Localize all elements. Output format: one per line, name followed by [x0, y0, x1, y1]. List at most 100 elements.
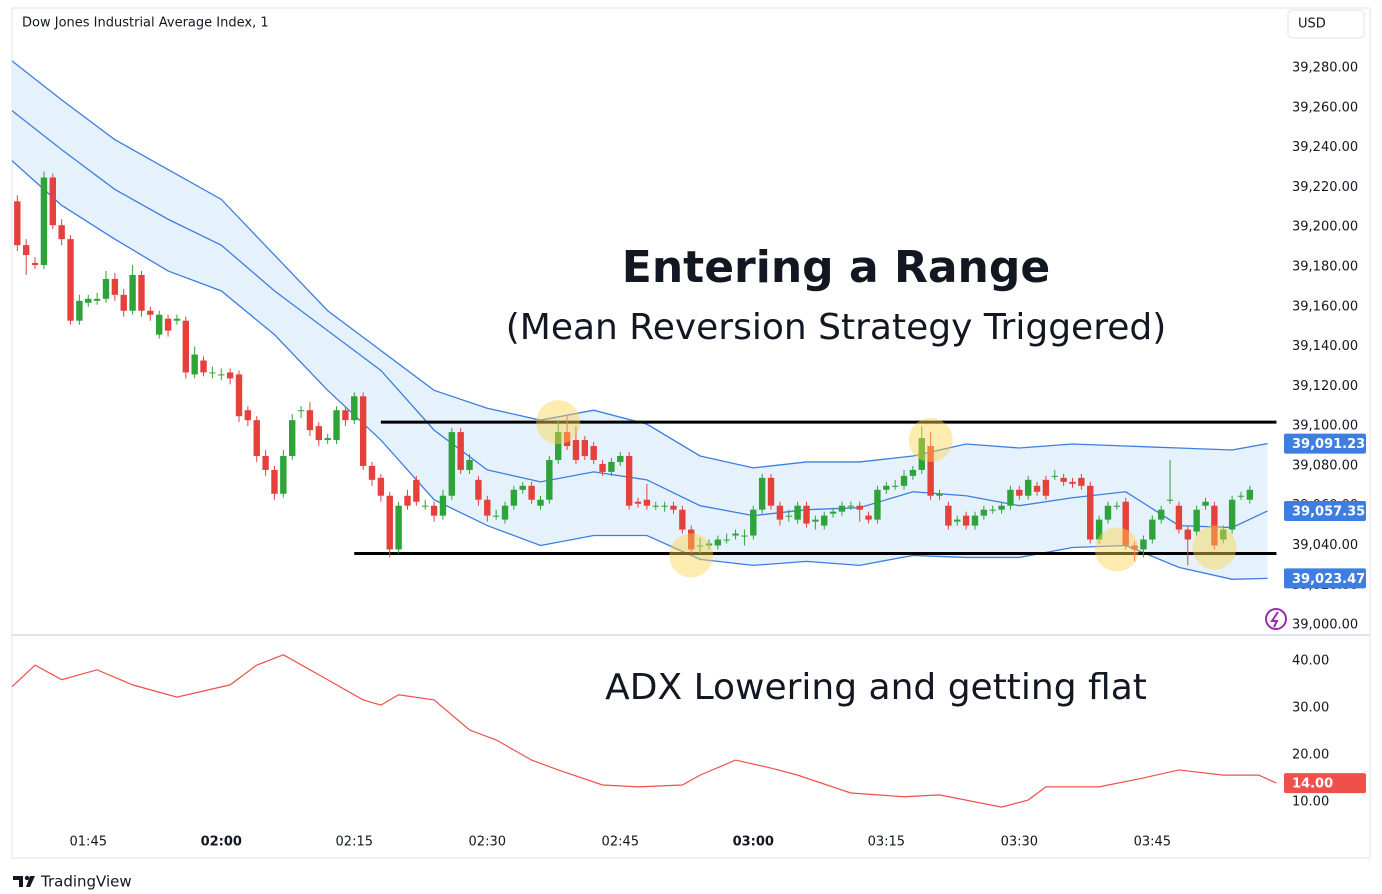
y-tick-label: 39,260.00: [1292, 100, 1358, 115]
candle-body: [58, 225, 65, 240]
candle-body: [22, 245, 30, 256]
candle-body: [404, 495, 411, 506]
y-tick-label: 39,140.00: [1292, 339, 1358, 354]
candle-body: [528, 485, 535, 500]
candle-body: [111, 278, 119, 295]
brand: TradingView: [40, 873, 132, 891]
highlight: [1094, 527, 1139, 572]
candle-body: [1175, 505, 1183, 530]
candle-body: [962, 515, 970, 526]
candle-body: [218, 374, 225, 376]
candle-body: [244, 410, 252, 421]
candle-body: [608, 461, 615, 472]
y-tick-label: 39,200.00: [1292, 220, 1358, 235]
candle-body: [395, 505, 402, 550]
candle-body: [226, 372, 234, 379]
candle-body: [1069, 481, 1076, 484]
candle-body: [732, 533, 739, 536]
candle-body: [377, 477, 385, 496]
currency-box[interactable]: [1287, 9, 1365, 39]
candle-body: [847, 505, 855, 507]
candle-body: [688, 529, 695, 550]
chart-title: Dow Jones Industrial Average Index, 1: [22, 16, 269, 31]
candle-body: [954, 519, 961, 522]
candle-body: [714, 539, 722, 546]
price-label: 39,091.23: [1292, 437, 1365, 452]
highlight: [669, 533, 714, 578]
highlight: [908, 418, 953, 463]
candle-body: [1078, 477, 1085, 486]
candle-body: [696, 545, 704, 547]
candle-body: [936, 493, 943, 496]
candle-body: [776, 505, 784, 520]
candle-body: [14, 201, 21, 246]
x-tick-label: 03:00: [733, 835, 774, 850]
candle-body: [891, 485, 899, 487]
candle-body: [173, 318, 181, 321]
candle-body: [1007, 489, 1014, 506]
y-tick-label: 39,000.00: [1292, 618, 1358, 633]
candle-body: [40, 177, 48, 266]
candle-body: [422, 505, 429, 507]
candle-body: [315, 426, 323, 441]
candle-body: [120, 294, 127, 311]
price-label-box: [1284, 773, 1366, 794]
series-line: [12, 654, 1277, 808]
candle-body: [1033, 485, 1041, 492]
axes: 39,000.0039,020.0039,040.0039,060.0039,0…: [70, 61, 1366, 850]
x-tick-label: 02:30: [469, 835, 506, 850]
candle-body: [519, 485, 526, 490]
candle-body: [76, 300, 83, 321]
price-label: 39,057.35: [1292, 504, 1365, 519]
candle-body: [1087, 485, 1094, 540]
candle-body: [555, 432, 562, 460]
candle-body: [679, 509, 686, 530]
candle-body: [253, 420, 260, 456]
candle-body: [634, 501, 642, 504]
candle-body: [1228, 499, 1236, 530]
candle-body: [1095, 519, 1103, 540]
candle-body: [1140, 539, 1147, 550]
candle-body: [661, 505, 668, 507]
y-tick-label: 39,080.00: [1292, 458, 1358, 473]
candle-body: [306, 410, 314, 431]
candle-body: [971, 515, 979, 526]
candle-body: [235, 374, 243, 417]
candle-body: [93, 298, 101, 301]
candle-body: [67, 239, 74, 321]
candle-body: [1220, 529, 1227, 540]
adx-pane: [12, 654, 1277, 808]
candle-body: [803, 505, 810, 524]
candle-body: [1149, 519, 1156, 540]
candle-body: [200, 360, 207, 373]
candle-body: [289, 420, 296, 456]
candle-body: [333, 410, 340, 441]
currency[interactable]: USD: [1298, 17, 1326, 32]
candle-body: [998, 505, 1005, 510]
candle-body: [625, 455, 633, 506]
candle-body: [563, 432, 571, 447]
candle-body: [1051, 475, 1058, 477]
candle-body: [129, 274, 136, 311]
candle-body: [448, 432, 456, 496]
y-tick-label: 39,120.00: [1292, 379, 1358, 394]
candle-body: [856, 505, 863, 510]
candle-body: [812, 519, 819, 522]
price-label: 39,023.47: [1292, 572, 1365, 587]
candle-body: [484, 499, 491, 516]
y-tick-label: 10.00: [1292, 794, 1329, 809]
price-label: 14.00: [1292, 777, 1333, 792]
candle-body: [927, 446, 934, 496]
candle-body: [102, 278, 110, 299]
candle-body: [1016, 489, 1023, 496]
candle-body: [546, 459, 553, 500]
alert-icon-bolt: [1270, 611, 1279, 628]
candle-body: [705, 543, 713, 546]
candle-body: [838, 505, 846, 512]
candle-body: [430, 505, 438, 516]
alert-icon[interactable]: [1265, 608, 1287, 630]
candle-body: [492, 515, 500, 517]
candle-body: [989, 509, 996, 511]
candle-body: [49, 177, 56, 226]
candle-body: [280, 455, 287, 494]
